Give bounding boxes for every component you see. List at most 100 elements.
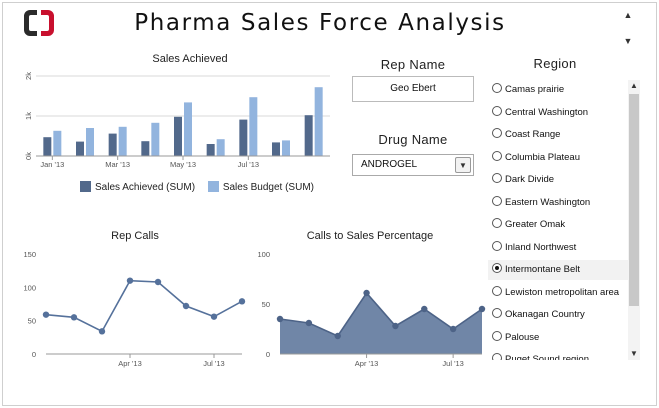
radio-icon[interactable] [492, 173, 502, 183]
region-option-label: Inland Northwest [505, 241, 577, 253]
region-option-label: Greater Omak [505, 219, 566, 230]
region-list: Camas prairie Central Washington Coast Ran… [488, 80, 628, 360]
bar-sales-achieved [76, 141, 84, 156]
chevron-up-icon[interactable]: ▲ [623, 10, 633, 20]
drug-name-value: ANDROGEL [361, 159, 418, 170]
region-option[interactable]: Central Washington [488, 103, 628, 123]
bar-sales-budget [151, 122, 160, 156]
region-option[interactable]: Lewiston metropolitan area [488, 283, 628, 303]
page-scrollbar[interactable]: ▲ ▼ [621, 8, 635, 48]
page-title: Pharma Sales Force Analysis [134, 10, 506, 36]
radio-icon[interactable] [492, 128, 502, 138]
radio-selected-icon[interactable] [492, 263, 502, 273]
y-tick-label: 50 [262, 300, 270, 309]
region-option[interactable]: Camas prairie [488, 80, 628, 100]
y-tick-label: 1k [24, 112, 33, 120]
bar-sales-achieved [174, 116, 182, 156]
legend-swatch-achieved [80, 181, 91, 192]
x-tick-label: Apr '13 [118, 359, 142, 368]
region-label: Region [533, 56, 577, 71]
region-option[interactable]: Inland Northwest [488, 238, 628, 258]
region-option-label: Palouse [505, 331, 540, 343]
bar-sales-achieved [43, 137, 52, 156]
data-point [449, 325, 457, 333]
region-option-label: Camas prairie [505, 84, 565, 95]
drug-name-label: Drug Name [378, 132, 448, 147]
radio-icon[interactable] [492, 285, 502, 296]
radio-icon[interactable] [492, 195, 502, 206]
region-option[interactable]: Dark Divide [488, 170, 628, 190]
chevron-up-icon[interactable]: ▲ [630, 81, 638, 90]
region-option[interactable]: Greater Omak [488, 215, 628, 235]
calls-to-sales-title: Calls to Sales Percentage [306, 230, 434, 242]
bar-sales-budget [216, 139, 225, 156]
drug-name-select[interactable]: ANDROGEL ▼ [352, 154, 474, 176]
data-point [154, 278, 162, 286]
chevron-down-icon[interactable]: ▼ [630, 349, 638, 358]
region-option-label: Okanagan Country [505, 309, 585, 320]
radio-icon[interactable] [492, 330, 502, 341]
region-option-label: Central Washington [505, 106, 589, 118]
chevron-down-icon[interactable]: ▼ [623, 36, 633, 46]
region-option[interactable]: Palouse [488, 328, 628, 348]
region-option-label: Intermontane Belt [505, 264, 580, 275]
data-point [363, 289, 370, 297]
radio-icon[interactable] [492, 353, 502, 360]
radio-icon[interactable] [492, 308, 502, 318]
region-option-label: Puget Sound region [505, 354, 589, 360]
legend-swatch-budget [207, 181, 219, 192]
bar-sales-achieved [108, 133, 117, 156]
region-option[interactable]: Coast Range [488, 125, 628, 145]
radio-icon[interactable] [492, 218, 502, 228]
bar-sales-budget [184, 102, 192, 156]
data-point [334, 332, 341, 340]
sales-chart-legend: Sales Achieved (SUM) Sales Budget (SUM) [80, 181, 324, 193]
bar-sales-budget [314, 87, 323, 156]
y-tick-label: 50 [28, 317, 36, 326]
sales-achieved-chart: 0k 1k 2k Jan '13 Mar '13 May '13 Jul '13 [24, 72, 330, 169]
chevron-down-icon[interactable]: ▼ [455, 157, 471, 173]
region-option-label: Coast Range [505, 129, 561, 140]
bar-sales-budget [118, 126, 127, 156]
y-tick-label: 100 [257, 250, 270, 259]
radio-icon[interactable] [492, 83, 502, 93]
region-option[interactable]: Intermontane Belt [488, 260, 628, 280]
region-option[interactable]: Columbia Plateau [488, 148, 628, 168]
bar-sales-achieved [304, 115, 313, 156]
bar-sales-budget [249, 97, 258, 156]
x-tick-label: Apr '13 [355, 359, 379, 368]
region-option-label: Lewiston metropolitan area [505, 286, 620, 298]
data-point [70, 314, 78, 321]
bar-sales-achieved [272, 142, 280, 156]
y-tick-label: 100 [23, 283, 36, 292]
region-option-label: Eastern Washington [505, 196, 591, 208]
y-tick-label: 150 [23, 250, 36, 259]
region-scrollbar[interactable]: ▲ ▼ [628, 80, 640, 360]
area-fill [280, 293, 482, 354]
data-point [276, 315, 284, 323]
legend-label-budget: Sales Budget (SUM) [222, 182, 314, 193]
bar-sales-achieved [141, 141, 150, 156]
calls-to-sales-chart: 0 50 100 Apr '13 Jul '13 [257, 250, 486, 368]
bar-sales-achieved [239, 119, 248, 156]
region-option-label: Columbia Plateau [505, 151, 580, 163]
data-point [126, 277, 134, 284]
rep-name-field[interactable]: Geo Ebert [352, 76, 474, 102]
radio-icon[interactable] [492, 240, 502, 251]
bar-sales-budget [282, 140, 290, 156]
data-point [478, 305, 486, 313]
x-tick-label: Jul '13 [442, 359, 463, 368]
data-point [182, 302, 190, 310]
region-option[interactable]: Okanagan Country [488, 305, 628, 325]
series-line [279, 291, 483, 338]
y-tick-label: 0k [24, 152, 33, 160]
region-option[interactable]: Puget Sound region [488, 350, 628, 360]
radio-icon[interactable] [492, 105, 502, 116]
region-option[interactable]: Eastern Washington [488, 193, 628, 213]
radio-icon[interactable] [492, 150, 502, 161]
bar-sales-achieved [206, 144, 215, 156]
data-point [238, 298, 246, 305]
legend-label-achieved: Sales Achieved (SUM) [95, 182, 196, 193]
scrollbar-thumb[interactable] [629, 94, 639, 306]
x-tick-label: Jul '13 [203, 359, 224, 368]
